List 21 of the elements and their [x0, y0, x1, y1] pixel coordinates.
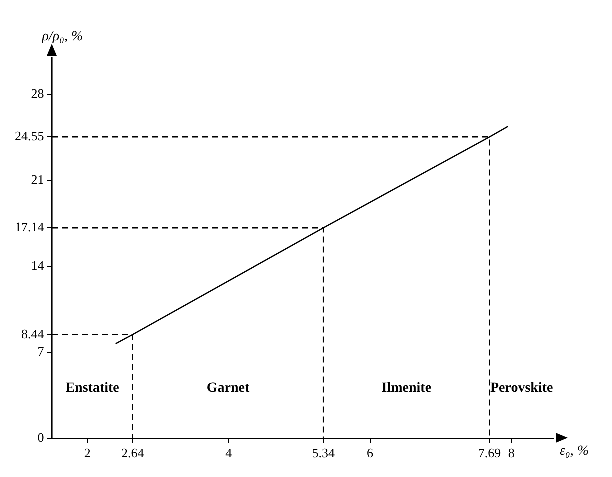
x-tick-label: 2.64 — [121, 446, 145, 461]
y-tick-label: 24.55 — [15, 128, 44, 144]
annotation: Garnet — [206, 381, 250, 396]
x-tick-label: 6 — [367, 446, 374, 461]
x-tick-label: 2 — [84, 446, 91, 461]
y-tick-label: 0 — [38, 430, 44, 445]
x-tick-label: 4 — [226, 446, 233, 461]
annotation: Ilmenite — [382, 381, 432, 396]
x-tick-label: 7.69 — [478, 446, 502, 461]
y-tick-label: 28 — [31, 86, 44, 102]
y-axis-title: ρ/ρ₀, % — [41, 30, 84, 45]
x-tick-label: 8 — [508, 446, 515, 461]
x-axis-title: ε₀, % — [560, 444, 590, 460]
y-tick-label: 14 — [31, 258, 45, 274]
x-tick-label: 5.34 — [312, 446, 336, 461]
y-tick-label: 8.44 — [22, 326, 45, 342]
y-tick-label: 21 — [31, 172, 44, 188]
annotation: Enstatite — [66, 381, 120, 396]
y-tick-label: 7 — [38, 344, 45, 359]
annotation: Perovskite — [490, 381, 554, 396]
y-tick-label: 17.14 — [15, 219, 45, 234]
